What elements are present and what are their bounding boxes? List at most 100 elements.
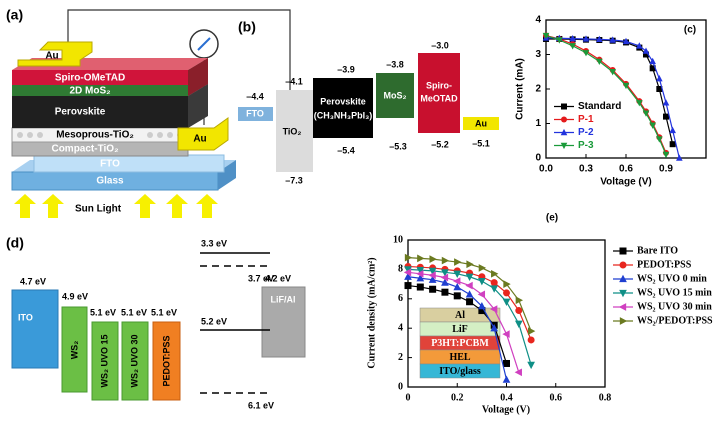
- level-box: [418, 53, 460, 133]
- marker: [465, 281, 473, 290]
- marker: [527, 327, 536, 335]
- y-tick-label: 0: [535, 153, 541, 164]
- marker: [466, 260, 474, 269]
- y-tick-label: 2: [535, 84, 541, 95]
- marker: [429, 255, 437, 263]
- layer-label: FTO: [100, 159, 120, 170]
- au-side-electrode: [177, 117, 229, 151]
- marker: [440, 273, 449, 282]
- y-tick-label: 6: [398, 293, 403, 304]
- marker: [649, 57, 656, 65]
- marker: [560, 142, 568, 150]
- x-tick-label: 0.8: [599, 392, 612, 403]
- inset-label: Al: [455, 310, 465, 321]
- marker: [490, 324, 499, 332]
- marker: [478, 301, 486, 310]
- marker: [465, 290, 474, 298]
- charts: 0.0 0.3 0.6 0.9 0 1 2 3 4 Voltage (V) Current (mA)…: [366, 15, 713, 416]
- marker: [503, 359, 510, 367]
- x-tick-label: 0.3: [579, 164, 593, 175]
- marker: [642, 110, 650, 117]
- level-box: [152, 321, 181, 401]
- level-box: [238, 107, 273, 121]
- level-label: –5.2: [431, 139, 449, 149]
- level-label: 5.2 eV: [201, 316, 227, 326]
- y-tick-label: 8: [398, 264, 403, 275]
- marker: [596, 58, 603, 65]
- x-tick-label: 0.6: [619, 164, 633, 175]
- level-box: [261, 286, 306, 358]
- level-label: –5.3: [389, 141, 407, 151]
- marker: [453, 277, 461, 286]
- legend-label: P-1: [578, 114, 594, 125]
- sun-arrows: [14, 194, 218, 218]
- level-label: –3.0: [431, 40, 449, 50]
- marker: [441, 269, 449, 277]
- level-label: –5.1: [472, 138, 490, 148]
- box-label: LiF/Al: [271, 294, 296, 304]
- panel-label: (e): [546, 213, 558, 224]
- legend-label: WS₂ UVO 0 min: [637, 273, 707, 284]
- marker: [428, 275, 437, 283]
- marker: [609, 36, 616, 43]
- marker: [619, 289, 627, 298]
- spiro-side: [188, 58, 208, 96]
- marker: [428, 271, 436, 280]
- layer-label: Spiro-OMeTAD: [55, 73, 125, 84]
- level-label: 4.2 eV: [265, 273, 291, 283]
- level-label: –5.4: [337, 145, 355, 155]
- box-label: MeOTAD: [420, 93, 458, 103]
- inset-layer: [419, 363, 501, 379]
- y-tick-label: 3: [535, 49, 541, 60]
- meso-dots: [17, 132, 183, 138]
- marker: [649, 122, 656, 129]
- panel-d: (d) ITO 4.7 eV WS₂ 4.9 eV WS₂ UVO 15 5.1…: [6, 235, 306, 410]
- marker: [502, 298, 511, 306]
- legend-label: PEDOT:PSS: [637, 259, 692, 270]
- marker: [618, 303, 627, 311]
- x-tick-label: 0: [406, 392, 411, 403]
- inset-label: P3HT:PCBM: [431, 338, 489, 349]
- level-label: 3.3 eV: [201, 238, 227, 248]
- marker: [502, 330, 510, 338]
- legend-label: WS₂ UVO 15 min: [637, 287, 712, 298]
- panel-b: (b) FTO –4.4 TiO₂ –4.1 –7.3 Perovskite (…: [238, 19, 499, 185]
- box-label: FTO: [246, 108, 264, 118]
- marker: [441, 278, 449, 286]
- y-tick-label: 10: [393, 234, 403, 245]
- box-label: Au: [475, 118, 487, 128]
- marker: [560, 128, 568, 136]
- marker: [582, 35, 590, 42]
- x-tick-label: 0.0: [539, 164, 553, 175]
- box-label: (CH₃NH₃PbI₃): [314, 110, 372, 120]
- marker: [477, 290, 486, 299]
- box-label: WS₂: [69, 341, 79, 360]
- inset-label: ITO/glass: [439, 366, 481, 377]
- marker: [454, 258, 462, 266]
- panel-label: (d): [6, 235, 24, 251]
- box-label: Perovskite: [320, 96, 366, 106]
- legend-label: P-2: [578, 127, 594, 138]
- inset-label: LiF: [452, 324, 468, 335]
- legend-label: Bare ITO: [637, 245, 678, 256]
- marker: [416, 269, 424, 278]
- marker: [490, 279, 498, 287]
- marker: [619, 317, 628, 325]
- marker: [561, 103, 567, 110]
- box-label: WS₂ UVO 15: [99, 334, 109, 387]
- marker: [569, 35, 576, 42]
- marker: [642, 47, 650, 54]
- marker: [649, 65, 656, 72]
- x-axis-title: Voltage (V): [482, 404, 530, 415]
- marker: [428, 267, 437, 276]
- marker: [503, 289, 510, 297]
- marker: [403, 268, 412, 277]
- light-label: Sun Light: [75, 204, 122, 215]
- marker: [622, 37, 630, 45]
- marker: [622, 82, 630, 90]
- box-label: PEDOT:PSS: [161, 335, 171, 386]
- glass-side: [218, 160, 236, 190]
- marker: [619, 274, 627, 283]
- au-top-electrode: [17, 41, 93, 67]
- marker: [441, 256, 450, 265]
